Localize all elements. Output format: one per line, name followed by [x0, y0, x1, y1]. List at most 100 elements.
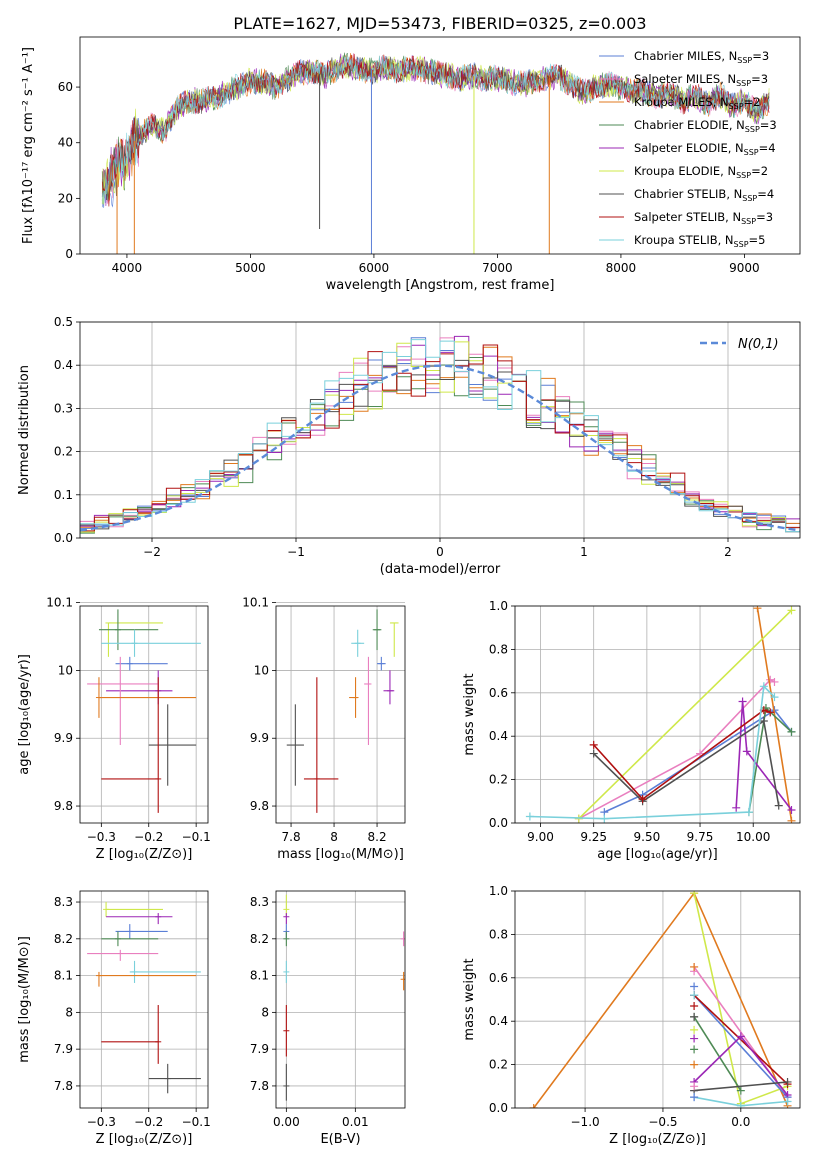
errorbar-point: [95, 677, 197, 718]
x-tick-label: 5000: [235, 261, 266, 275]
x-tick-label: 8.2: [368, 830, 387, 844]
x-tick-label: 9.00: [527, 830, 554, 844]
y-tick-label: 0.6: [489, 686, 508, 700]
y-tick-label: 9.8: [250, 799, 269, 813]
x-tick-label: −1: [287, 545, 305, 559]
grid: [80, 602, 208, 823]
weight-marker: [690, 891, 699, 898]
weight-marker: [738, 697, 747, 706]
errorbar-point: [103, 902, 163, 917]
y-axis-label: age [log₁₀(age/yr)]: [17, 654, 32, 775]
spectrum-panel: 4000 5000 6000 7000 8000 9000 0 20 40 60 wavelengt…: [21, 36, 801, 293]
weight-marker: [690, 982, 699, 991]
y-tick-label: 10: [58, 663, 73, 677]
errorbar-point: [148, 1063, 201, 1094]
y-tick-label: 8.3: [250, 895, 269, 909]
errorbar-point: [400, 971, 405, 991]
y-tick-label: 8.1: [250, 969, 269, 983]
x-tick-label: 8000: [606, 261, 637, 275]
y-tick-label: 0.2: [54, 445, 73, 459]
errorbar-point: [106, 670, 173, 705]
marks: [101, 52, 770, 254]
weight-marker: [690, 1025, 699, 1034]
axes-frame: [79, 36, 801, 255]
x-axis-label: Z [log₁₀(Z/Z⊙)]: [96, 1132, 193, 1147]
weight-marker: [787, 805, 796, 814]
age-vs-mass-panel: 7.8 8 8.2 9.8 9.9 10 10.1 mass [log₁₀(M/M⊙)]: [242, 596, 406, 862]
y-tick-label: 10.1: [242, 596, 269, 610]
y-tick-label: 10.1: [46, 596, 73, 610]
y-tick-label: 8.2: [250, 932, 269, 946]
mass-vs-extinction-panel: 0.00 0.01 7.8 7.9 8 8.1 8.2 8.3 E(B-V): [250, 890, 406, 1147]
x-tick-label: 2: [724, 545, 732, 559]
errorbar-point: [400, 931, 405, 947]
weight-marker: [600, 814, 609, 823]
y-tick-label: 8: [261, 1005, 269, 1019]
y-tick-label: 0.5: [54, 315, 73, 329]
y-tick-label: 60: [58, 80, 73, 94]
errorbar-point: [283, 960, 290, 983]
legend-entry: Chabrier ELODIE, NSSP=3: [634, 118, 777, 134]
marks: [87, 609, 201, 813]
weight-marker: [690, 962, 699, 971]
weight-marker: [690, 991, 699, 1000]
y-tick-label: 7.8: [250, 1079, 269, 1093]
x-tick-label: 0: [436, 545, 444, 559]
marks: [525, 606, 796, 823]
errorbar-point: [286, 704, 304, 786]
y-tick-label: 0.4: [489, 729, 508, 743]
weight-marker: [774, 801, 783, 810]
weight-marker: [787, 727, 796, 736]
weight-marker: [690, 1082, 699, 1091]
errorbar-point: [283, 1063, 290, 1101]
x-tick-label: 0.01: [342, 1115, 369, 1129]
y-tick-label: 40: [58, 136, 73, 150]
axes-frame: [275, 890, 406, 1109]
x-axis-label: (data-model)/error: [380, 562, 501, 577]
weight-marker: [787, 816, 796, 823]
legend-entry: Kroupa ELODIE, NSSP=2: [634, 164, 768, 180]
y-tick-label: 0.6: [489, 971, 508, 985]
y-tick-label: 8: [65, 1005, 73, 1019]
x-tick-label: 7.8: [282, 830, 301, 844]
x-tick-label: 9000: [729, 261, 760, 275]
errorbar-point: [87, 949, 159, 961]
marks: [286, 609, 399, 813]
weight-marker: [736, 1101, 745, 1108]
spectrum-line: [101, 55, 770, 204]
y-tick-label: 10: [254, 663, 269, 677]
histogram-legend: N(0,1): [700, 337, 779, 352]
x-tick-label: 9.50: [634, 830, 661, 844]
weight-marker: [736, 1032, 745, 1041]
y-tick-label: 0.0: [489, 816, 508, 830]
weight-line: [578, 678, 775, 820]
errorbar-point: [148, 704, 197, 786]
legend-entry: Salpeter STELIB, NSSP=3: [634, 210, 773, 226]
axes: 4000 5000 6000 7000 8000 9000 0 20 40 60 wavelengt…: [21, 36, 801, 293]
grid: [80, 891, 208, 1108]
legend-entry: Chabrier MILES, NSSP=3: [634, 49, 769, 65]
y-tick-label: 0.4: [489, 1014, 508, 1028]
weight-marker: [690, 1034, 699, 1043]
weight-marker: [759, 717, 768, 726]
x-tick-label: 9.75: [687, 830, 714, 844]
weight-marker: [638, 795, 647, 804]
x-tick-label: −0.3: [87, 1115, 116, 1129]
x-tick-label: −0.2: [134, 830, 163, 844]
x-tick-label: −1.0: [571, 1115, 600, 1129]
errorbar-point: [349, 677, 359, 718]
legend-entry: N(0,1): [738, 337, 779, 352]
weight-line: [603, 709, 793, 813]
x-axis-label: wavelength [Angstrom, rest frame]: [326, 278, 555, 293]
y-tick-label: 0: [65, 247, 73, 261]
legend-entry: Chabrier STELIB, NSSP=4: [634, 187, 774, 203]
x-tick-label: −0.2: [134, 1115, 163, 1129]
errorbar-point: [283, 1005, 290, 1057]
errorbar-point: [372, 609, 382, 651]
marks: [283, 894, 405, 1101]
weight-line: [533, 891, 789, 1108]
weight-marker: [770, 677, 779, 686]
x-axis-label: Z [log₁₀(Z/Z⊙)]: [609, 1132, 706, 1147]
weight-marker: [690, 1002, 699, 1011]
